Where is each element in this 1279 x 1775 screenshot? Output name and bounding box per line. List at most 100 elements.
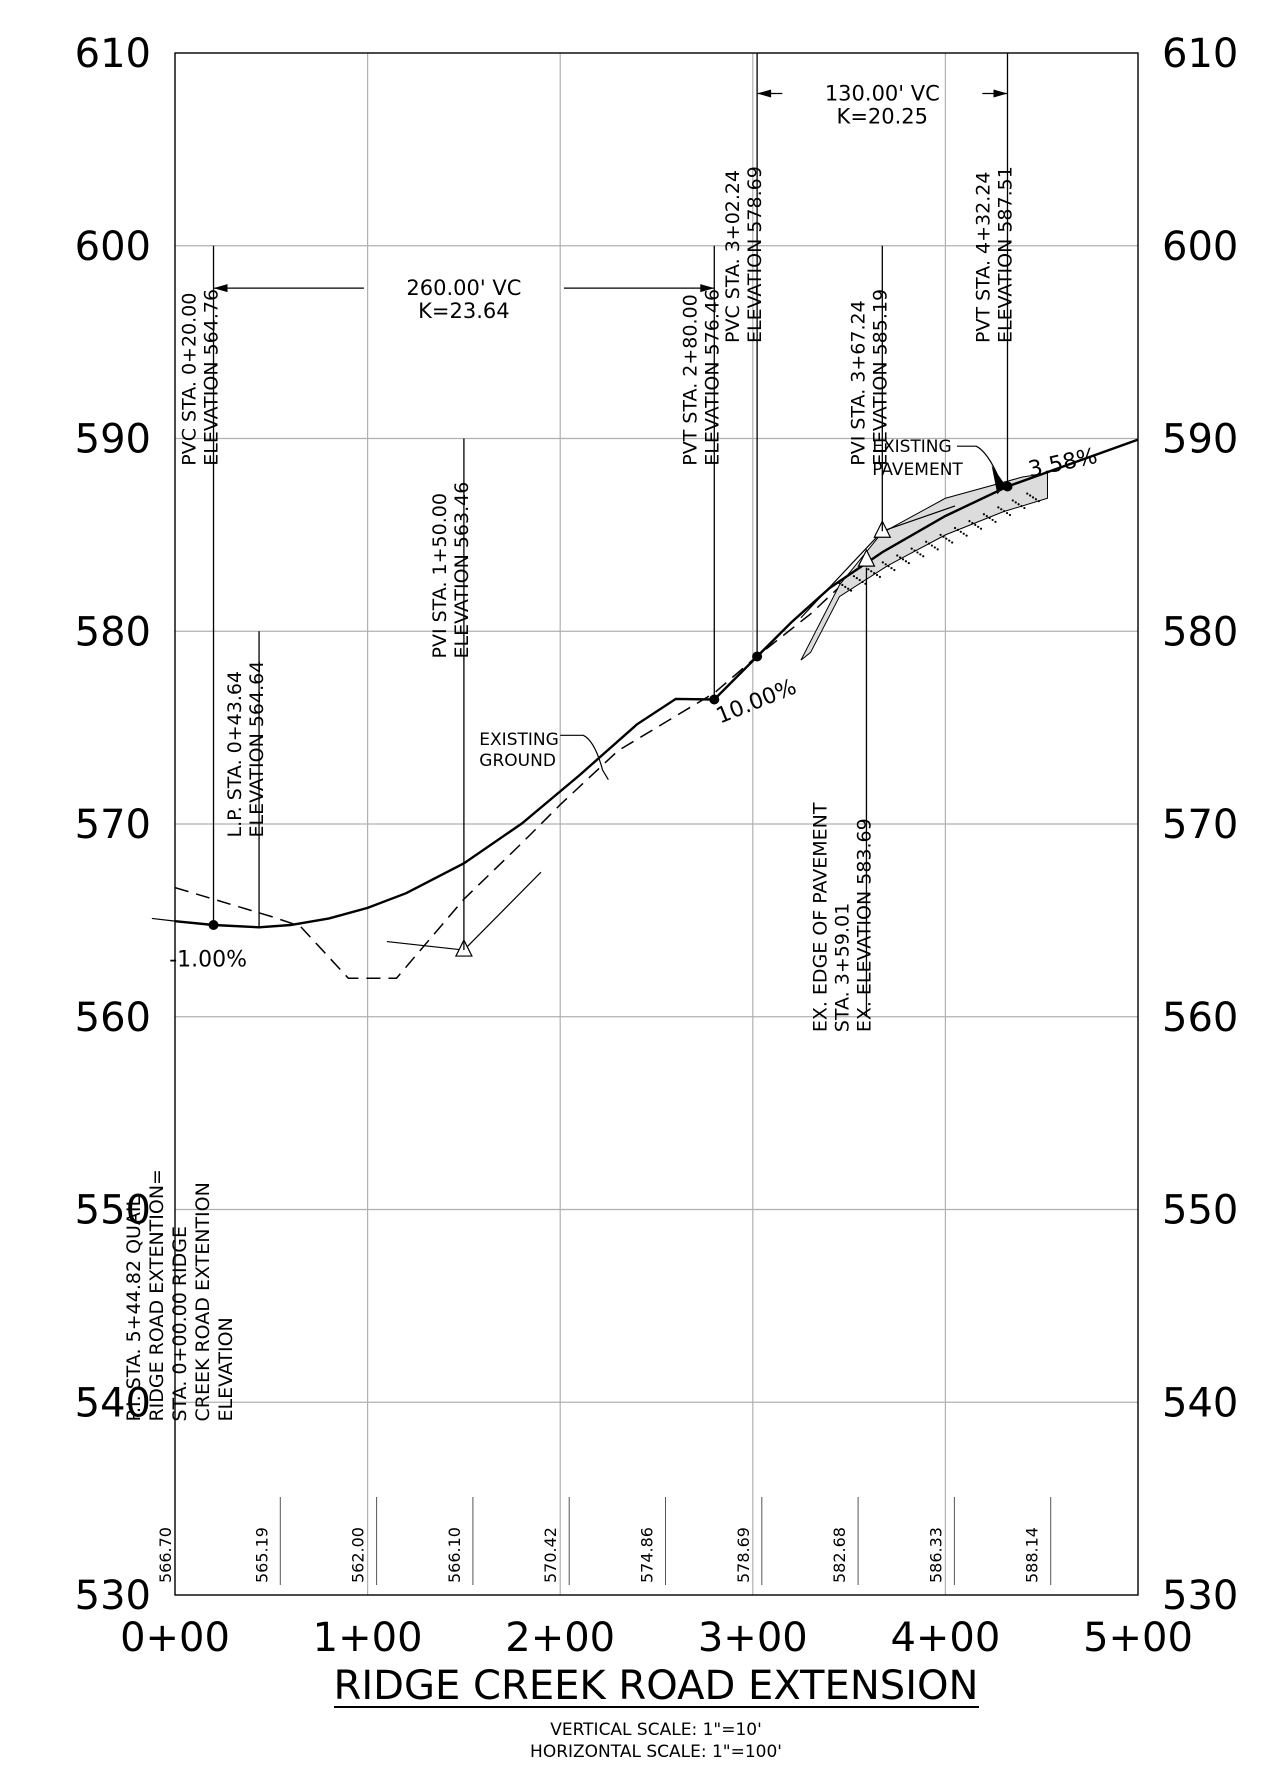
pi-note-line: STA. 0+00.00 RIDGE [169,1226,191,1422]
pavement-stipple [945,537,948,540]
pavement-stipple [974,523,977,527]
pi-note-line: P.I. STA. 5+44.82 QUAIL [123,1195,145,1421]
x-tick-label: 3+00 [698,1615,808,1661]
station-label-text: ELEVATION 578.69 [744,166,766,343]
pvi-marker [857,548,876,567]
existing-pavement-hatch [800,472,1048,661]
existing-elevation-label: 570.42 [541,1527,560,1583]
y-tick-label-right: 610 [1162,31,1238,77]
pavement-stipple [930,544,934,547]
pavement-stipple [858,578,861,582]
station-label-text: PVI STA. 3+67.24 [847,300,869,465]
y-tick-label-right: 550 [1162,1188,1238,1234]
pavement-stipple [956,528,960,531]
station-label-text: ELEVATION 587.51 [994,166,1016,343]
pavement-stipple [907,562,910,565]
y-tick-label-left: 530 [75,1573,151,1619]
existing-pavement-note: EXISTING [872,437,951,457]
vertical-scale-note: VERTICAL SCALE: 1"=10' [550,1720,762,1740]
pavement-stipple [962,532,965,535]
pavement-stipple [1034,498,1038,501]
pavement-stipple [875,573,879,577]
pavement-stipple [893,568,896,572]
pavement-stipple [901,558,905,561]
pavement-stipple [904,560,908,563]
pavement-stipple [1023,506,1026,510]
vc-length-label: 130.00' VC [825,81,940,105]
existing-elevation-label: 582.68 [830,1527,849,1583]
station-label-text: ELEVATION 564.76 [201,289,223,466]
pavement-stipple [933,546,936,549]
existing-elevation-label: 586.33 [926,1527,945,1583]
pavement-stipple [1026,492,1029,495]
station-label-text: ELEVATION 564.64 [246,661,268,838]
y-tick-label-right: 560 [1162,995,1238,1041]
pavement-stipple [936,548,939,551]
pavement-stipple [994,520,997,523]
pavement-stipple [1011,499,1014,502]
horizontal-scale-note: HORIZONTAL SCALE: 1"=100' [530,1742,782,1762]
pavement-stipple [855,576,858,580]
proposed-profile-layer: -1.00%10.00%3.58% [151,438,1139,973]
pavement-stipple [1003,510,1006,513]
y-tick-label-left: 540 [75,1380,151,1426]
pavement-stipple [910,547,913,550]
pavement-stipple [867,568,870,571]
y-tick-label-left: 570 [75,802,151,848]
vc-arrowhead [700,284,715,293]
pavement-stipple [916,551,919,554]
existing-ground-layer [174,485,1008,979]
pavement-stipple [971,521,974,525]
pavement-stipple [979,527,983,530]
y-tick-label-left: 590 [75,417,151,463]
pavement-stipple [1029,494,1032,497]
station-labels-layer: PVC STA. 0+20.00 ELEVATION 564.76 L.P. STA… [123,53,1016,1422]
pavement-stipple [844,585,847,588]
pavement-stipple [919,553,922,556]
station-label-text: PVT STA. 2+80.00 [679,294,701,465]
existing-elevation-label: 574.86 [638,1527,657,1583]
tangent-line [151,917,176,922]
pavement-stipple [884,563,887,566]
pavement-stipple [1005,511,1009,515]
pavement-stipple [870,570,873,573]
existing-elevation-label: 562.00 [349,1527,368,1583]
pavement-stipple [1017,503,1020,506]
station-label-text: ELEVATION 585.19 [869,289,891,466]
existing-elevation-label: 566.70 [156,1527,175,1583]
vc-length-label: 260.00' VC [406,276,521,300]
pavement-stipple [925,540,928,543]
x-tick-label: 5+00 [1083,1615,1193,1661]
station-label-text: EX. ELEVATION 583.69 [853,818,875,1032]
existing-ground-leader [560,734,609,780]
pavement-stipple [939,533,942,536]
plot-frame [174,52,1139,1596]
y-tick-label-left: 560 [75,995,151,1041]
pi-note-line: CREEK ROAD EXTENTION [192,1182,214,1421]
pi-note-line: ELEVATION [215,1317,237,1421]
pavement-stipple [890,567,893,570]
y-tick-label-left: 550 [75,1188,151,1234]
station-label-text: PVT STA. 4+32.24 [972,172,994,343]
tangent-line [386,940,464,951]
pavement-stipple [922,555,925,558]
tangent-line [800,530,883,619]
leader-arrowhead [991,465,1006,495]
x-tick-label: 2+00 [505,1615,615,1661]
x-tick-label: 0+00 [120,1615,230,1661]
grid [175,53,1138,1595]
pavement-stipple [977,525,980,528]
pavement-stipple [861,580,864,583]
pavement-stipple [1008,513,1012,517]
y-tick-label-right: 540 [1162,1380,1238,1426]
pavement-stipple [942,535,945,538]
pavement-stipple [841,583,844,587]
pavement-stipple [849,589,853,592]
grade-label: 3.58% [1026,444,1100,483]
existing-ground-note: EXISTING [479,730,558,750]
vc-k-label: K=20.25 [837,104,929,128]
pavement-stipple [965,534,968,537]
pavement-stipple [985,515,988,518]
pavement-stipple [968,520,971,523]
